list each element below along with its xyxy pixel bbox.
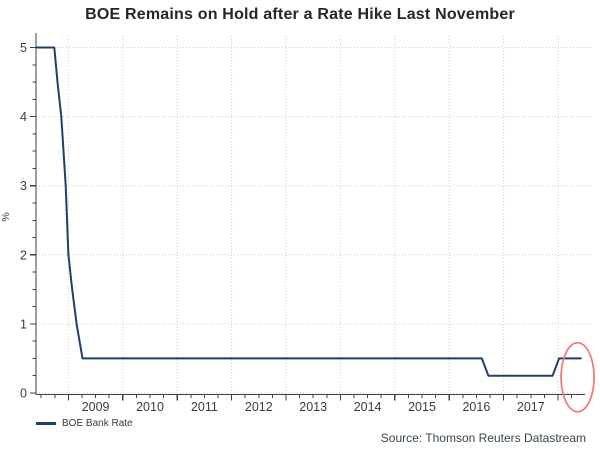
y-tick-label: 1 [20,317,27,331]
y-tick-label: 5 [20,41,27,55]
x-tick-label: 2014 [354,400,382,414]
x-tick-label: 2015 [408,400,436,414]
y-tick-label: 2 [20,248,27,262]
y-tick-label: 3 [20,179,27,193]
highlight-ellipse-annotation [560,341,595,413]
legend-line-swatch [36,422,56,425]
x-tick-label: 2016 [462,400,490,414]
y-tick-label: 0 [20,387,27,401]
chart-title: BOE Remains on Hold after a Rate Hike La… [85,6,515,23]
x-tick-label: 2012 [245,400,273,414]
legend-label: BOE Bank Rate [62,418,133,429]
x-tick-label: 2011 [191,400,218,414]
legend: BOE Bank Rate [36,418,133,429]
x-tick-label: 2010 [136,400,164,414]
y-tick-label: 4 [20,110,27,124]
x-tick-label: 2013 [299,400,327,414]
y-axis-title: % [0,212,12,221]
series-line-boe-bank-rate [35,46,582,377]
x-tick-label: 2017 [517,400,545,414]
source-attribution: Source: Thomson Reuters Datastream [380,431,586,445]
x-tick-label: 2009 [82,400,110,414]
